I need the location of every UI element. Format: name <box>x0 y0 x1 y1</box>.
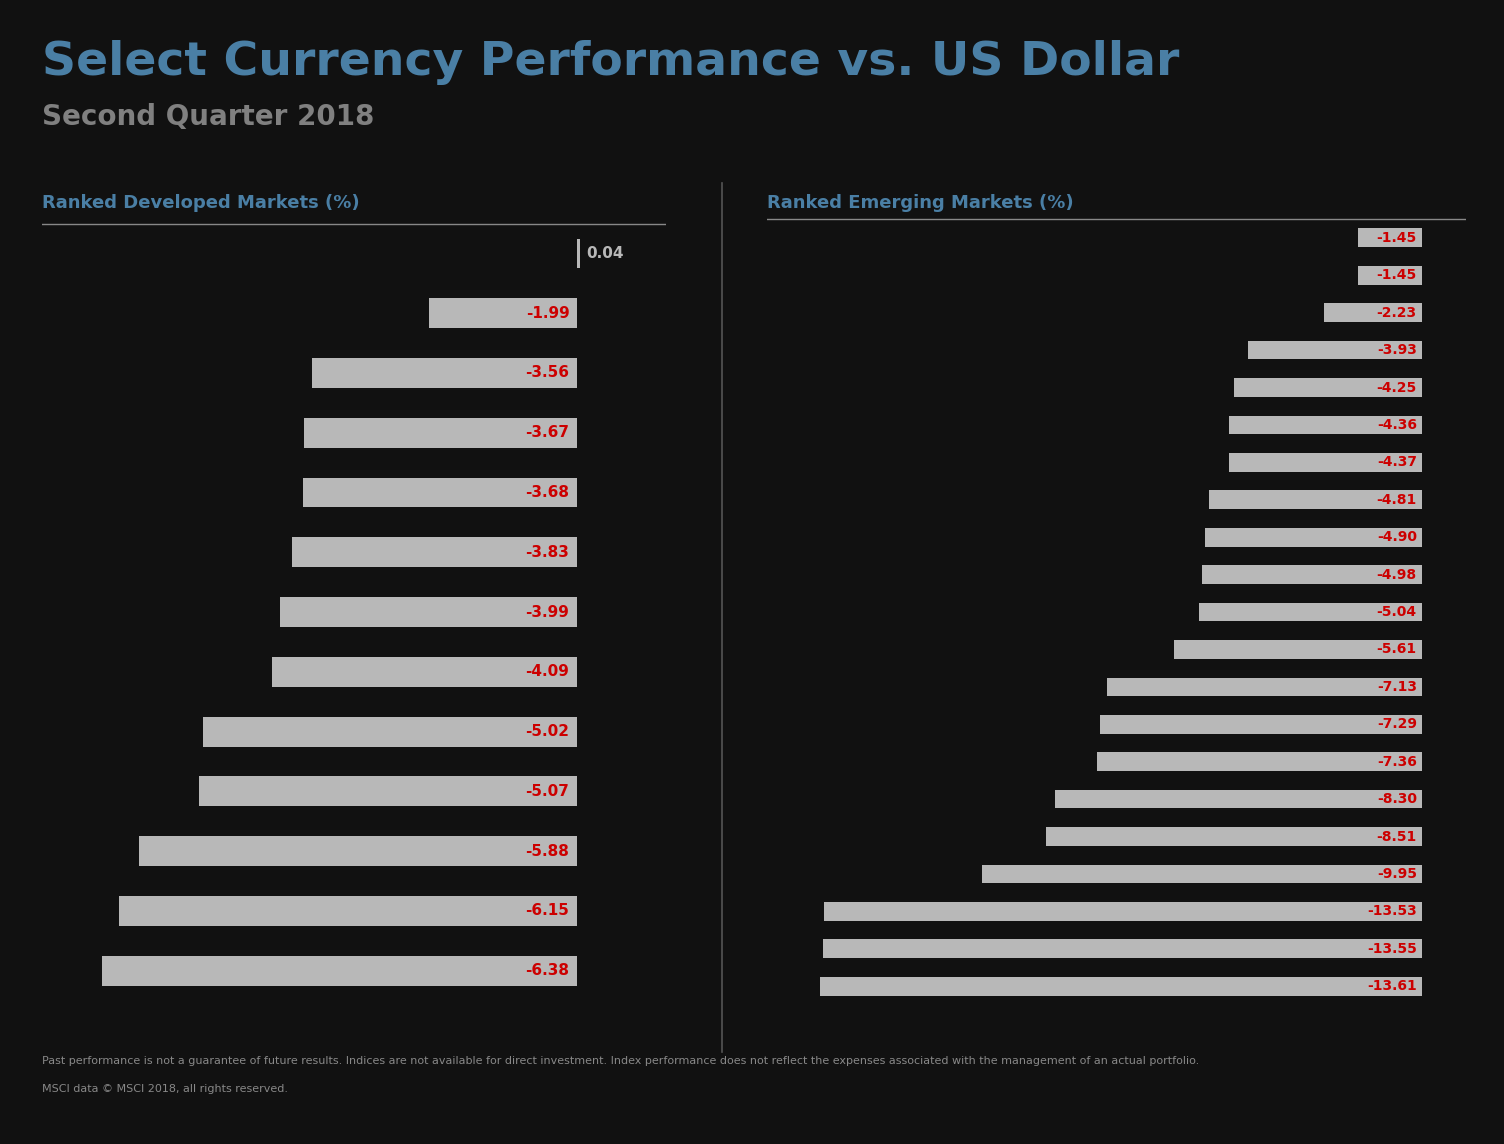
Bar <box>292 538 578 567</box>
Bar <box>982 865 1423 883</box>
Text: -3.67: -3.67 <box>525 426 570 440</box>
Text: -4.09: -4.09 <box>525 665 570 680</box>
Text: -9.95: -9.95 <box>1376 867 1417 881</box>
Text: -4.98: -4.98 <box>1376 567 1417 581</box>
Bar <box>820 977 1423 995</box>
Bar <box>1175 641 1423 659</box>
Bar <box>1045 827 1423 845</box>
Text: -4.81: -4.81 <box>1376 493 1417 507</box>
Bar <box>1199 603 1423 621</box>
Text: -8.51: -8.51 <box>1376 829 1417 843</box>
Bar <box>1202 565 1423 583</box>
Bar <box>1096 753 1423 771</box>
Text: -1.45: -1.45 <box>1376 268 1417 283</box>
Text: -3.56: -3.56 <box>525 365 570 381</box>
Text: -3.83: -3.83 <box>525 545 570 559</box>
Bar <box>1054 789 1423 809</box>
Text: -4.90: -4.90 <box>1376 530 1417 545</box>
Bar <box>119 896 578 925</box>
Bar <box>203 716 578 747</box>
Bar <box>1099 715 1423 733</box>
Bar <box>304 418 578 447</box>
Text: -7.36: -7.36 <box>1378 755 1417 769</box>
Bar <box>302 477 578 508</box>
Text: -1.45: -1.45 <box>1376 231 1417 245</box>
Text: -7.13: -7.13 <box>1376 680 1417 694</box>
Text: -1.99: -1.99 <box>526 305 570 320</box>
Text: -4.36: -4.36 <box>1376 418 1417 432</box>
Bar <box>578 239 581 269</box>
Bar <box>272 657 578 686</box>
Bar <box>1324 303 1423 321</box>
Text: -13.55: -13.55 <box>1367 942 1417 956</box>
Bar <box>199 777 578 807</box>
Text: MSCI data © MSCI 2018, all rights reserved.: MSCI data © MSCI 2018, all rights reserv… <box>42 1083 289 1094</box>
Text: Second Quarter 2018: Second Quarter 2018 <box>42 103 374 130</box>
Text: -5.04: -5.04 <box>1376 605 1417 619</box>
Text: Ranked Emerging Markets (%): Ranked Emerging Markets (%) <box>767 193 1074 212</box>
Text: Select Currency Performance vs. US Dollar: Select Currency Performance vs. US Dolla… <box>42 40 1179 85</box>
Bar <box>1229 453 1423 471</box>
Bar <box>1358 265 1423 285</box>
Bar <box>1229 415 1423 435</box>
Bar <box>823 939 1423 959</box>
Text: 0.04: 0.04 <box>587 246 623 261</box>
Text: Past performance is not a guarantee of future results. Indices are not available: Past performance is not a guarantee of f… <box>42 1056 1199 1066</box>
Text: Ranked Developed Markets (%): Ranked Developed Markets (%) <box>42 193 359 212</box>
Bar <box>311 358 578 388</box>
Bar <box>429 299 578 328</box>
Text: -3.68: -3.68 <box>525 485 570 500</box>
Bar <box>1235 379 1423 397</box>
Text: -3.99: -3.99 <box>525 604 570 620</box>
Text: -8.30: -8.30 <box>1376 792 1417 807</box>
Text: -2.23: -2.23 <box>1376 305 1417 319</box>
Bar <box>824 903 1423 921</box>
Text: -13.61: -13.61 <box>1367 979 1417 993</box>
Text: -5.88: -5.88 <box>525 843 570 859</box>
Text: -5.61: -5.61 <box>1376 643 1417 657</box>
Text: -6.15: -6.15 <box>525 904 570 919</box>
Text: -13.53: -13.53 <box>1367 905 1417 919</box>
Bar <box>1107 677 1423 697</box>
Bar <box>280 597 578 627</box>
Text: -6.38: -6.38 <box>525 963 570 978</box>
Bar <box>1205 527 1423 547</box>
Bar <box>138 836 578 866</box>
Bar <box>1209 491 1423 509</box>
Bar <box>1248 341 1423 359</box>
Text: -4.25: -4.25 <box>1376 381 1417 395</box>
Text: -5.07: -5.07 <box>525 784 570 799</box>
Text: -5.02: -5.02 <box>525 724 570 739</box>
Text: -4.37: -4.37 <box>1376 455 1417 469</box>
Bar <box>1358 229 1423 247</box>
Text: -3.93: -3.93 <box>1378 343 1417 357</box>
Text: -7.29: -7.29 <box>1376 717 1417 731</box>
Bar <box>102 955 578 985</box>
